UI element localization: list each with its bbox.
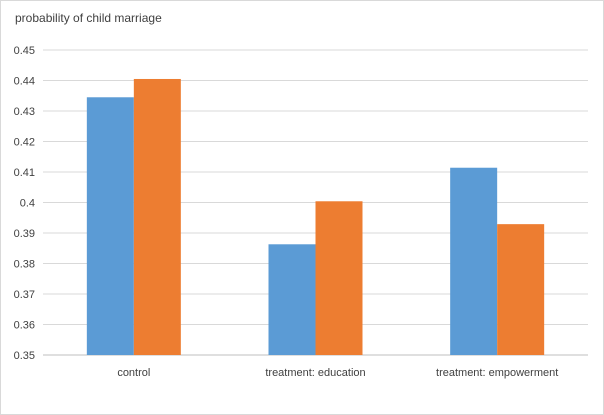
y-tick-label: 0.39 bbox=[14, 228, 35, 240]
y-tick-label: 0.38 bbox=[14, 259, 35, 271]
y-tick-label: 0.36 bbox=[14, 320, 35, 332]
x-category-label: control bbox=[117, 367, 150, 379]
bar-2-3 bbox=[497, 224, 545, 355]
x-category-label: treatment: education bbox=[265, 367, 365, 379]
y-axis-tick-labels: 0.35 0.36 0.37 0.38 0.39 0.4 0.41 0.42 0.43 0.44 0… bbox=[14, 45, 35, 362]
bars bbox=[86, 78, 545, 356]
bar-1-2 bbox=[268, 244, 316, 355]
bar-2-1 bbox=[133, 78, 181, 355]
x-category-label: treatment: empowerment bbox=[436, 367, 558, 379]
chart-title: probability of child marriage bbox=[15, 11, 162, 25]
y-tick-label: 0.45 bbox=[14, 45, 35, 57]
y-tick-label: 0.42 bbox=[14, 137, 35, 149]
bar-1-1 bbox=[86, 97, 134, 356]
y-tick-label: 0.44 bbox=[14, 76, 35, 88]
bar-1-3 bbox=[450, 167, 498, 355]
y-tick-label: 0.35 bbox=[14, 350, 35, 362]
y-tick-label: 0.37 bbox=[14, 289, 35, 301]
bar-2-2 bbox=[315, 201, 363, 355]
y-tick-label: 0.4 bbox=[20, 198, 35, 210]
y-tick-label: 0.41 bbox=[14, 167, 35, 179]
y-tick-label: 0.43 bbox=[14, 106, 35, 118]
x-axis-category-labels: control treatment: education treatment: em… bbox=[117, 367, 558, 379]
